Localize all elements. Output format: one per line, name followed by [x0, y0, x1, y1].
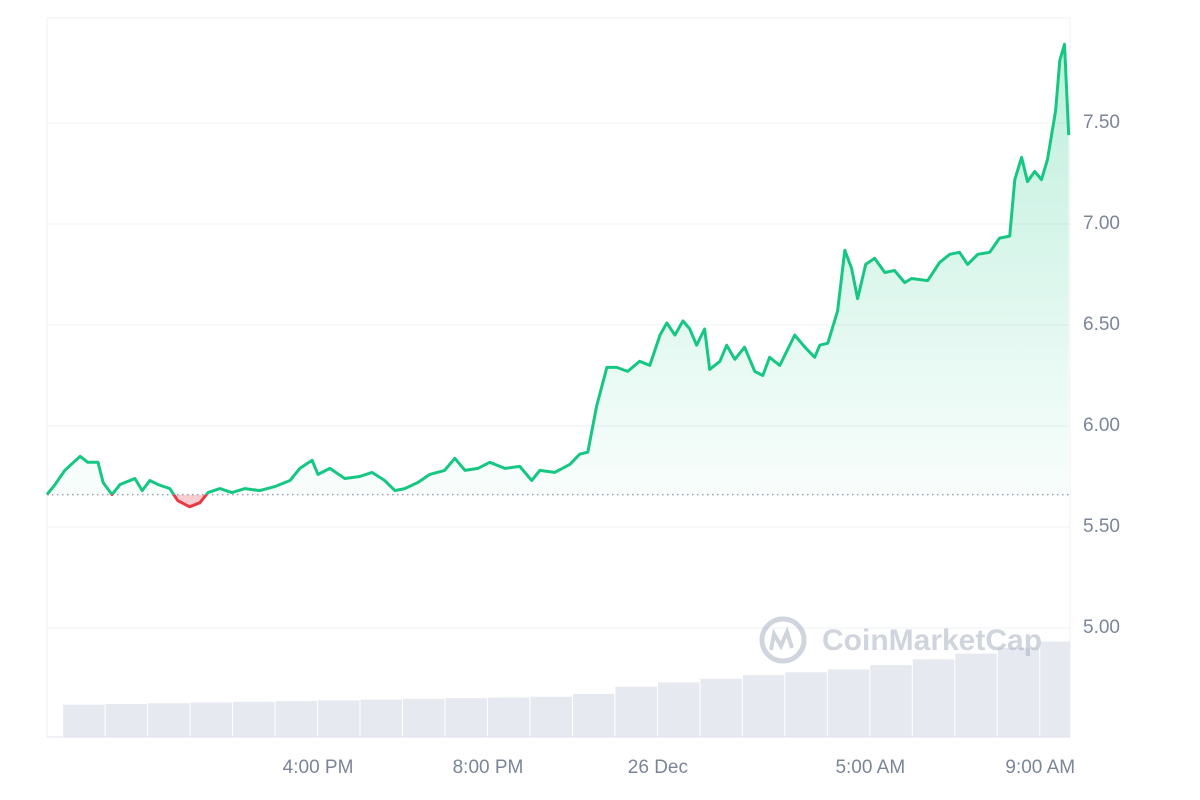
volume-bar — [827, 669, 870, 737]
x-tick-label: 5:00 AM — [835, 757, 905, 778]
y-tick-label: 7.00 — [1083, 213, 1120, 234]
y-tick-label: 6.50 — [1083, 314, 1120, 335]
volume-bar — [105, 703, 148, 737]
y-tick-label: 5.00 — [1083, 617, 1120, 638]
volume-bar — [785, 672, 827, 737]
x-tick-label: 4:00 PM — [283, 757, 354, 778]
volume-bar — [955, 653, 997, 737]
x-tick-label: 8:00 PM — [453, 757, 524, 778]
y-tick-label: 6.00 — [1083, 415, 1120, 436]
volume-bar — [742, 675, 785, 737]
volume-bar — [318, 700, 360, 737]
volume-bar — [487, 697, 530, 737]
volume-bar — [360, 699, 403, 737]
y-tick-label: 7.50 — [1083, 112, 1120, 133]
volume-bar — [615, 686, 657, 737]
volume-bar — [445, 698, 487, 737]
volume-bar — [403, 698, 445, 737]
volume-bar — [657, 682, 700, 737]
volume-bar — [530, 696, 572, 737]
x-tick-label: 9:00 AM — [1005, 757, 1075, 778]
volume-bar — [190, 702, 233, 737]
volume-bar — [233, 701, 275, 737]
y-tick-label: 5.50 — [1083, 516, 1120, 537]
volume-bar — [148, 703, 190, 737]
watermark: CoinMarketCap — [759, 616, 1042, 664]
area-down — [173, 494, 207, 507]
volume-bar — [572, 693, 615, 737]
volume-bar — [63, 704, 105, 737]
volume-layer — [63, 641, 1070, 737]
plot-layer — [45, 42, 1071, 509]
price-line-up — [45, 42, 1071, 495]
volume-bar — [275, 701, 318, 737]
volume-bar — [1040, 641, 1070, 737]
grid-layer: 5.00 5.50 6.00 6.50 7.00 7.50 4:00 PM 8:00 PM 26… — [47, 112, 1120, 778]
volume-bar — [870, 665, 912, 737]
volume-bar — [700, 678, 742, 737]
x-tick-label: 26 Dec — [628, 757, 688, 778]
area-up — [47, 44, 1069, 495]
watermark-text: CoinMarketCap — [822, 624, 1042, 657]
volume-bar — [912, 659, 955, 737]
volume-bar — [997, 647, 1040, 737]
